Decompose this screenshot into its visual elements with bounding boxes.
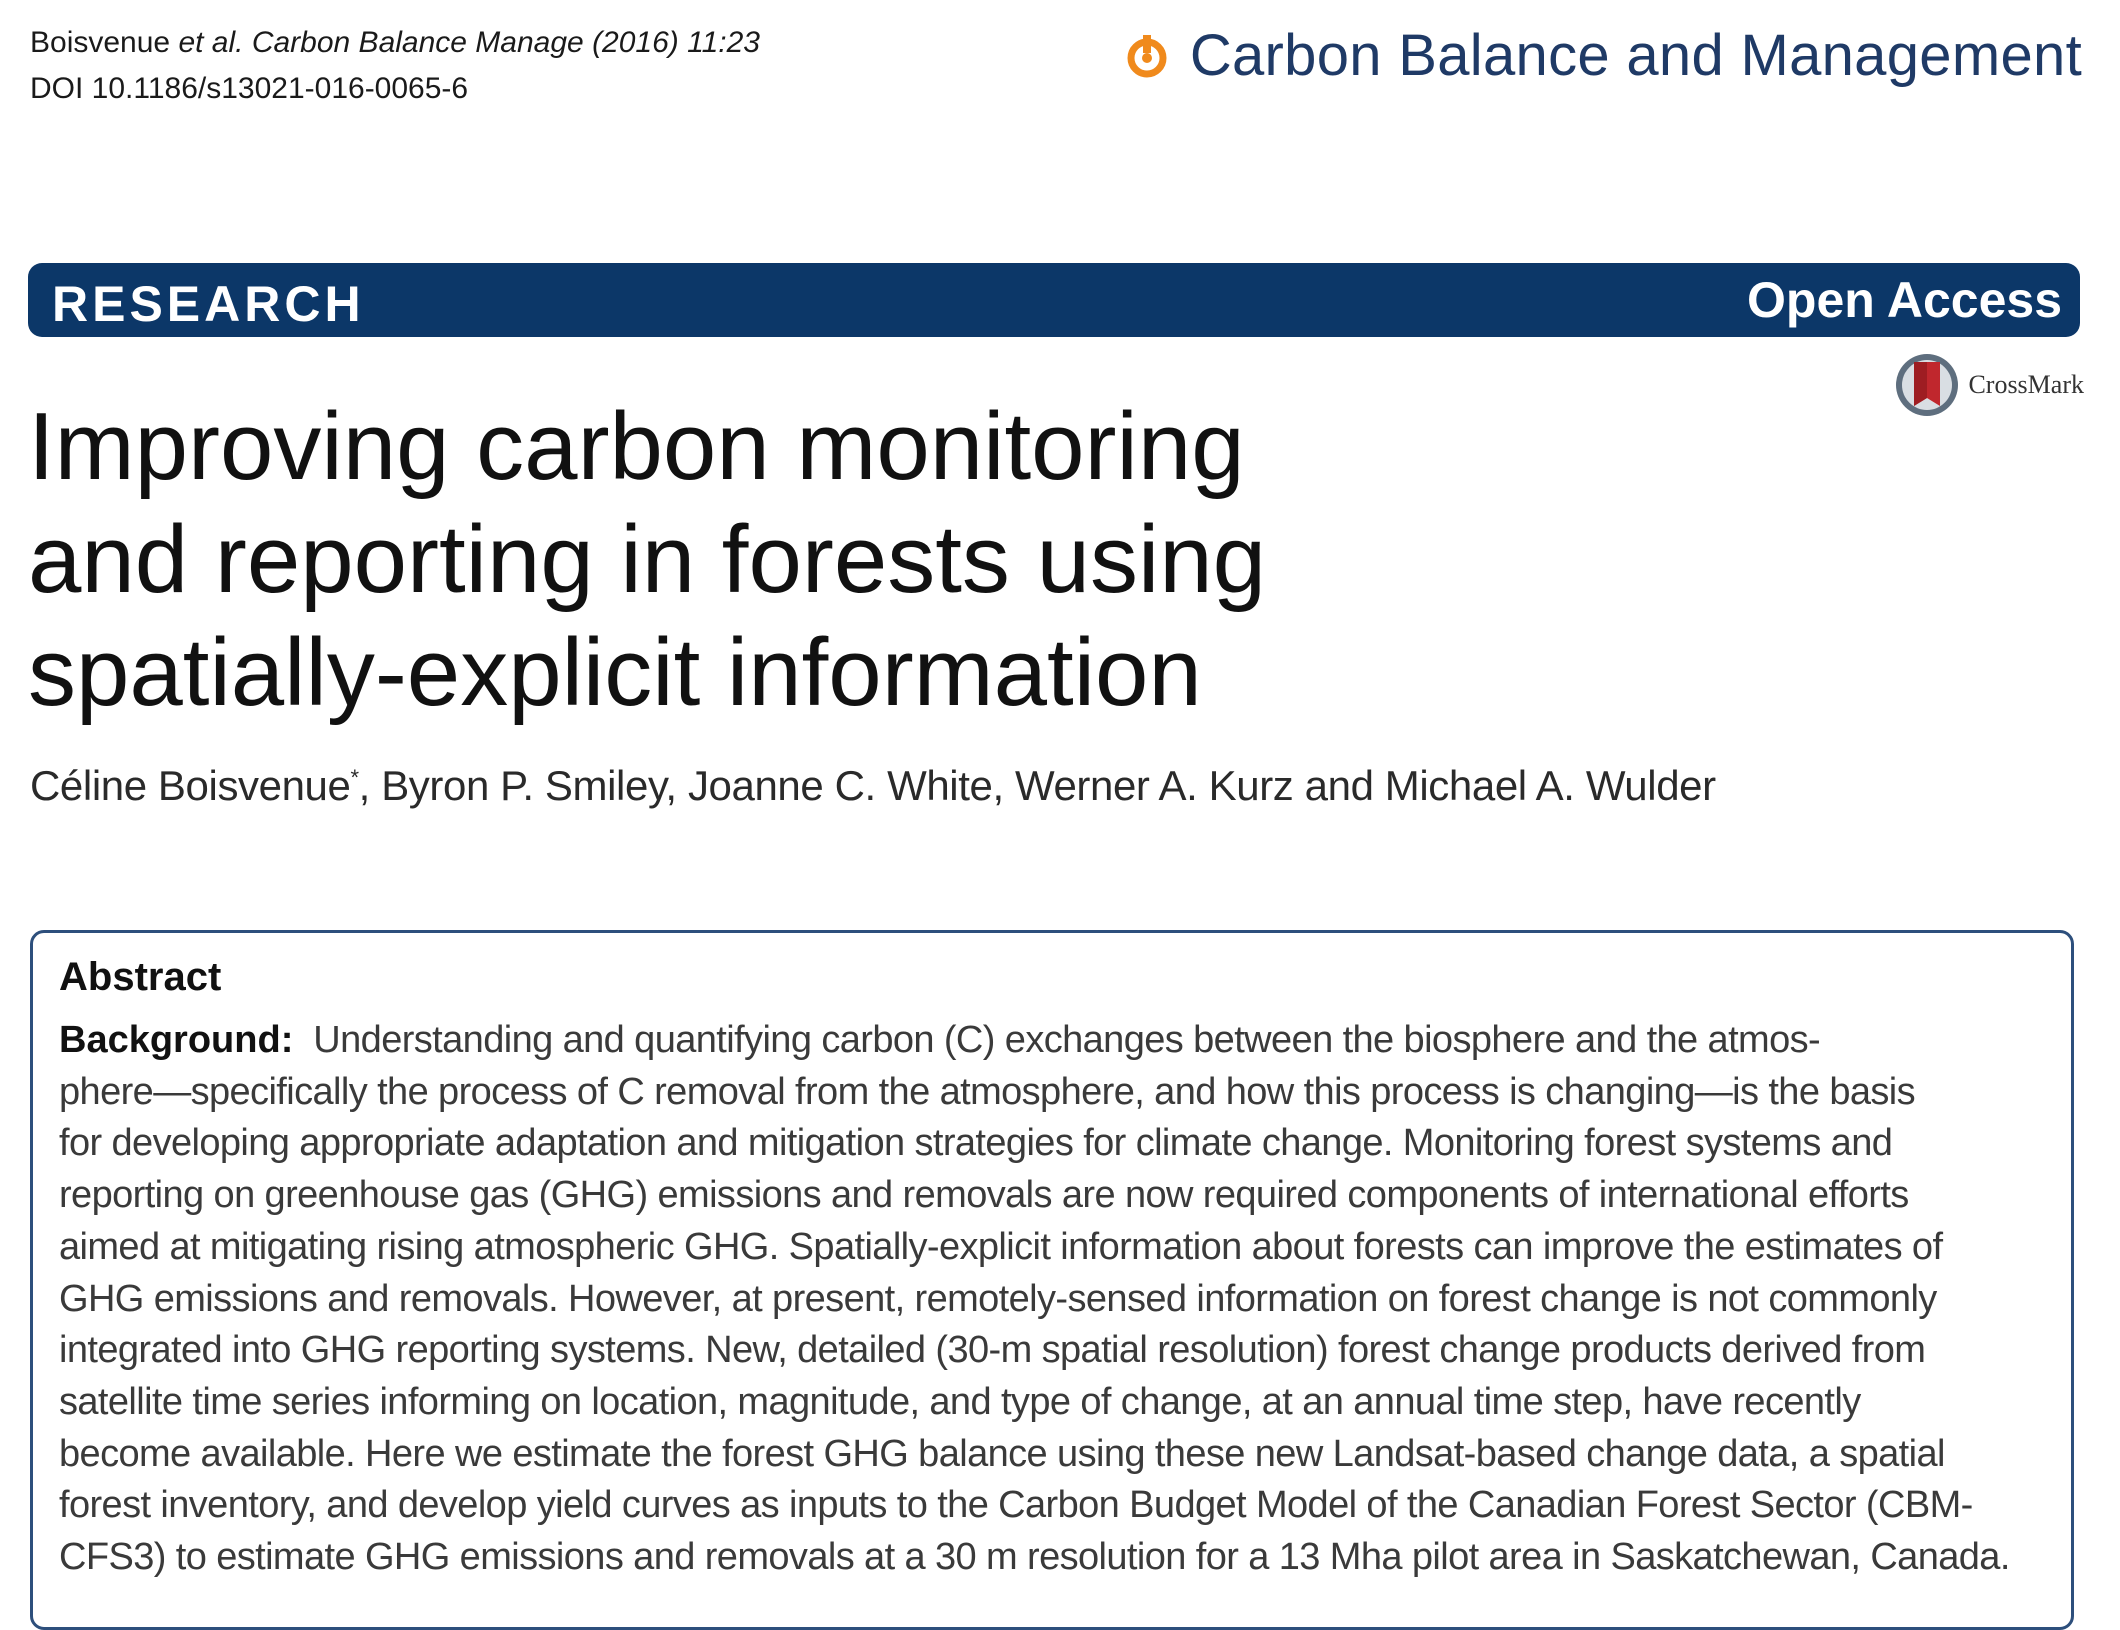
crossmark-icon xyxy=(1896,354,1959,416)
abstract-line: for developing appropriate adaptation an… xyxy=(59,1122,1893,1165)
journal-name: Carbon Balance and Management xyxy=(1189,23,2082,88)
background-label: Background: xyxy=(59,1019,294,1061)
corresponding-author[interactable]: Céline Boisvenue xyxy=(30,762,351,809)
citation-line: Boisvenue et al. Carbon Balance Manage (… xyxy=(30,20,760,66)
abstract-box: Abstract Background: Understanding and q… xyxy=(30,930,2074,1630)
abstract-line: reporting on greenhouse gas (GHG) emissi… xyxy=(59,1174,1909,1217)
abstract-heading: Abstract xyxy=(59,955,222,999)
co-authors: , Byron P. Smiley, Joanne C. White, Wern… xyxy=(358,762,1716,809)
abstract-line: integrated into GHG reporting systems. N… xyxy=(59,1329,1926,1372)
corresponding-marker: * xyxy=(350,765,359,790)
crossmark-label: CrossMark xyxy=(1968,370,2084,399)
abstract-line: GHG emissions and removals. However, at … xyxy=(59,1277,1937,1320)
abstract-line: CFS3) to estimate GHG emissions and remo… xyxy=(59,1536,2010,1579)
title-line: Improving carbon monitoring xyxy=(28,393,1245,500)
journal-logo-icon xyxy=(1127,34,1167,77)
doi-line: DOI 10.1186/s13021-016-0065-6 xyxy=(30,72,469,105)
article-type-banner: RESEARCH Open Access xyxy=(28,263,2080,337)
citation-journal: et al. Carbon Balance Manage xyxy=(178,26,584,59)
open-access-label: Open Access xyxy=(1747,272,2062,328)
article-title: Improving carbon monitoring and reportin… xyxy=(28,390,1428,729)
journal-brand[interactable]: Carbon Balance and Management xyxy=(1124,22,2082,89)
crossmark-badge[interactable]: CrossMark xyxy=(1894,352,2084,418)
abstract-line-text: Understanding and quantifying carbon (C)… xyxy=(313,1019,1821,1061)
abstract-line: become available. Here we estimate the f… xyxy=(59,1432,1945,1475)
title-line: spatially-explicit information xyxy=(28,619,1202,726)
abstract-line: Background: Understanding and quantifyin… xyxy=(59,1015,2059,1067)
abstract-body: Background: Understanding and quantifyin… xyxy=(59,1015,2059,1584)
title-line: and reporting in forests using xyxy=(28,506,1267,613)
abstract-line: phere—specifically the process of C remo… xyxy=(59,1070,1916,1113)
article-citation: Boisvenue et al. Carbon Balance Manage (… xyxy=(30,20,760,112)
citation-year-volume: (2016) 11:23 xyxy=(592,26,760,59)
abstract-line: aimed at mitigating rising atmospheric G… xyxy=(59,1225,1943,1268)
section-label: RESEARCH xyxy=(52,276,365,332)
citation-authors: Boisvenue xyxy=(30,26,171,59)
abstract-line: satellite time series informing on locat… xyxy=(59,1380,1861,1423)
author-list: Céline Boisvenue*, Byron P. Smiley, Joan… xyxy=(30,762,1716,810)
abstract-line: forest inventory, and develop yield curv… xyxy=(59,1484,1973,1527)
